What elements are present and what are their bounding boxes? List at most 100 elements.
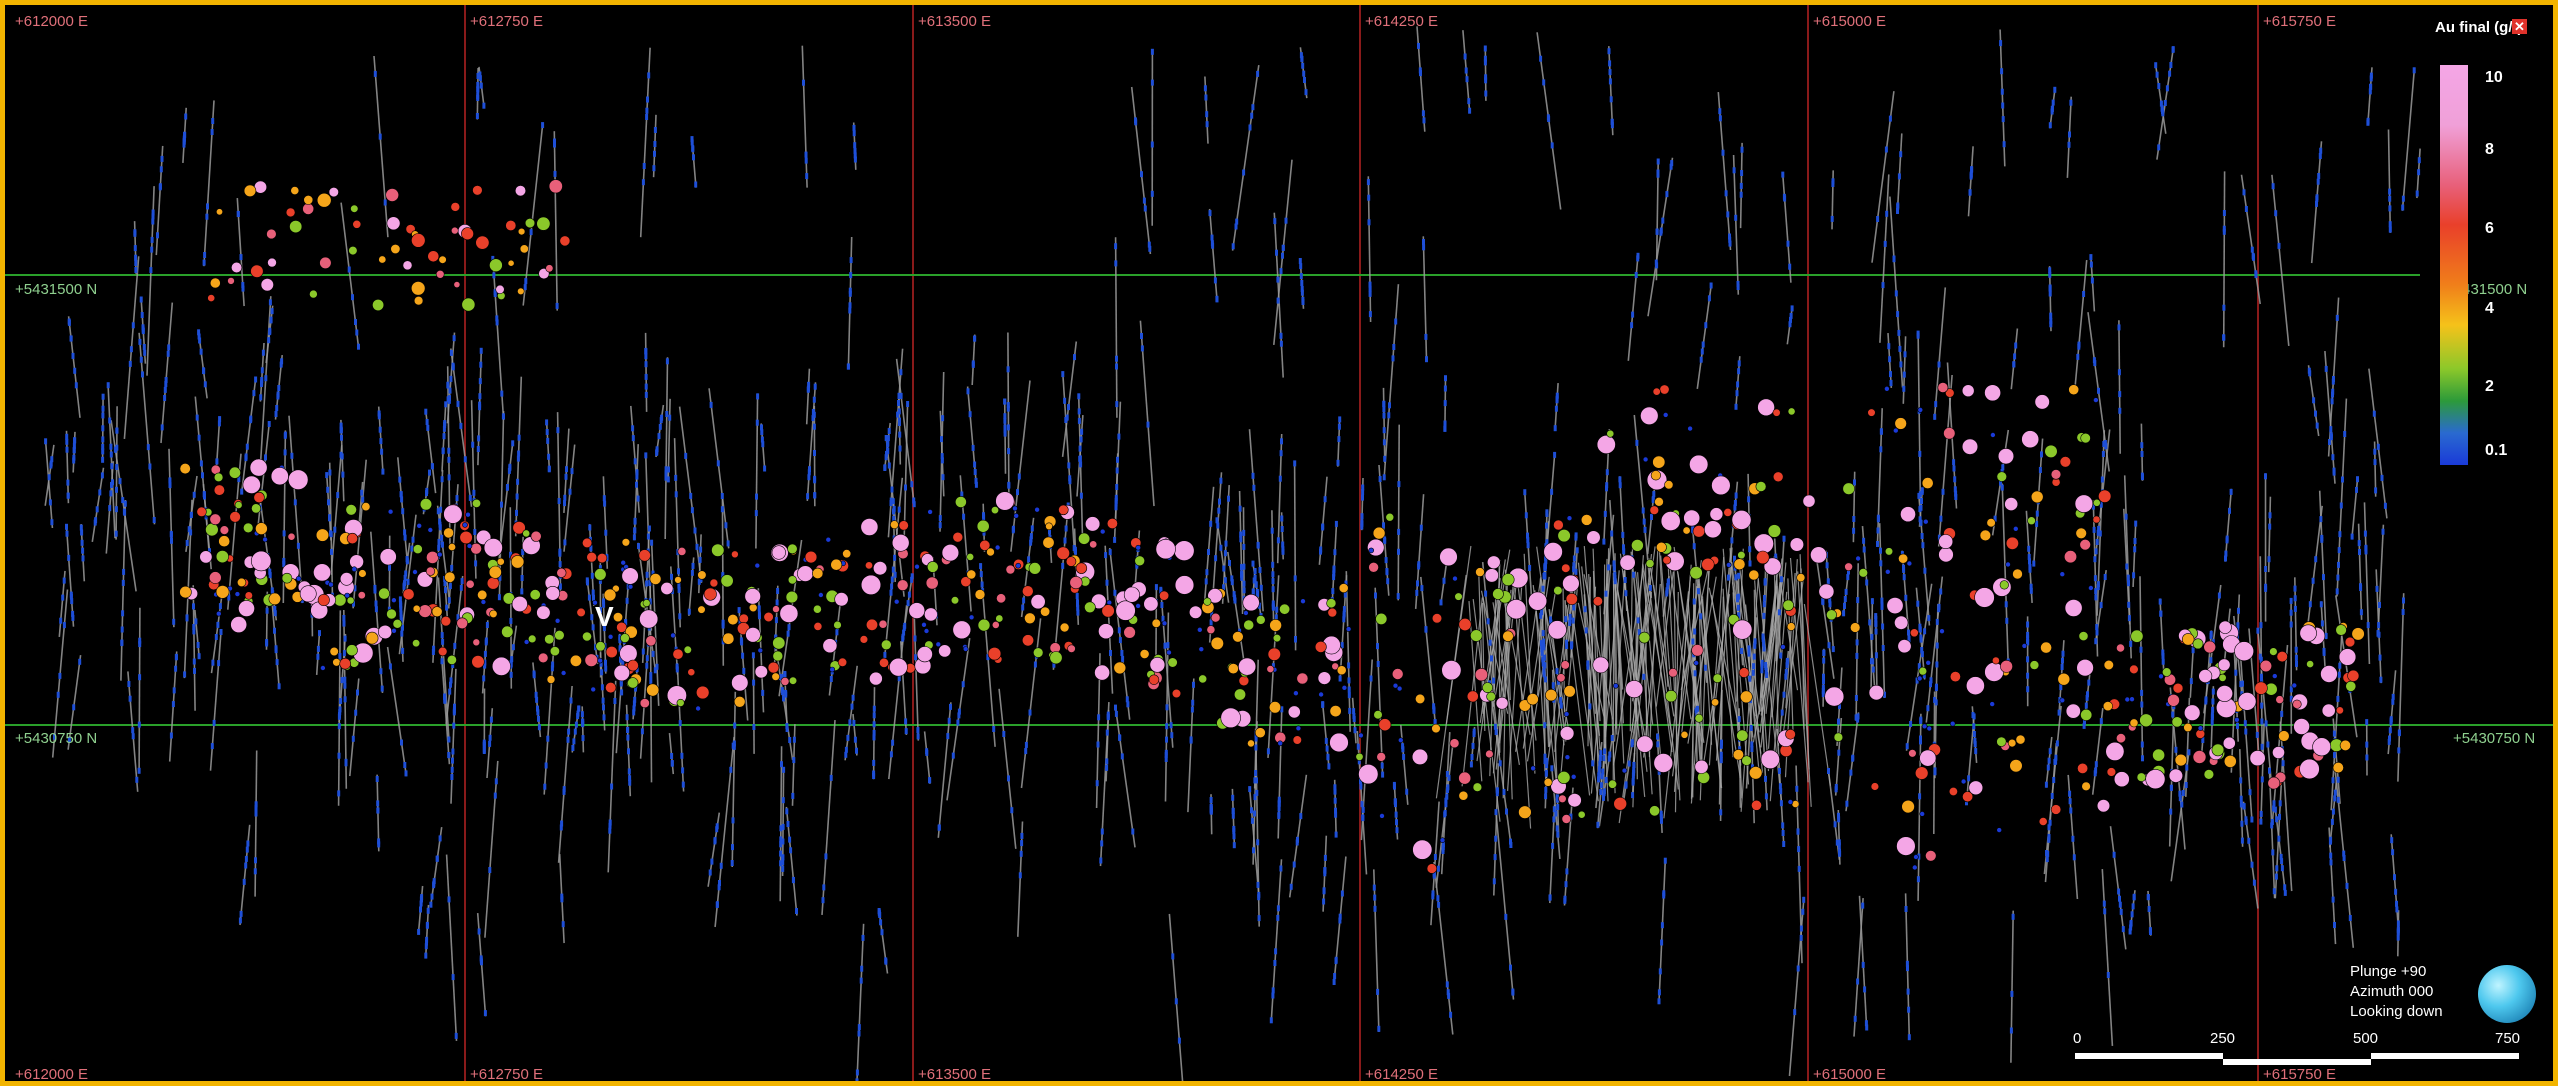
assay-tick [2293, 605, 2297, 612]
assay-tick [419, 900, 423, 907]
grade-sample-sphere [2184, 704, 2201, 721]
assay-tick [1210, 234, 1214, 241]
grade-sample-sphere [731, 674, 749, 692]
assay-tick [956, 719, 960, 726]
assay-tick [2140, 689, 2144, 696]
assay-tick [892, 515, 896, 522]
grade-sample-sphere [2068, 384, 2080, 396]
assay-tick [338, 653, 342, 660]
assay-tick [1483, 55, 1487, 62]
grade-sample-sphere [260, 278, 274, 292]
assay-tick [1666, 578, 1670, 585]
drill-trace [1653, 585, 1679, 790]
assay-tick [203, 381, 207, 388]
grade-sample-sphere [1683, 509, 1701, 527]
assay-tick [1608, 69, 1612, 76]
assay-tick [182, 141, 186, 148]
grade-sample-sphere [411, 281, 426, 296]
assay-tick [585, 577, 589, 584]
grade-sample-sphere [1431, 723, 1441, 734]
assay-tick [1076, 609, 1080, 616]
assay-tick [2163, 100, 2167, 106]
orientation-sphere-icon[interactable] [2478, 965, 2536, 1023]
grade-sample-sphere [255, 522, 268, 535]
assay-tick [619, 656, 622, 663]
assay-tick [217, 420, 221, 427]
grade-sample-sphere [1553, 585, 1563, 596]
grade-sample-sphere [1171, 688, 1182, 699]
drill-trace [1677, 564, 1692, 736]
assay-tick [1469, 761, 1473, 768]
assay-tick [377, 410, 381, 417]
assay-tick [2068, 798, 2072, 805]
assay-tick [1737, 716, 1741, 723]
assay-tick [2378, 602, 2381, 608]
assay-tick [2333, 795, 2337, 802]
assay-tick [1542, 662, 1546, 669]
grade-sample-sphere [1300, 598, 1306, 605]
assay-tick [277, 385, 281, 391]
assay-tick [1484, 590, 1488, 597]
assay-tick [1077, 417, 1081, 424]
grade-sample-sphere [1757, 398, 1775, 417]
drillhole-scene[interactable] [5, 5, 2553, 1081]
assay-tick [789, 847, 793, 854]
assay-tick [138, 641, 142, 648]
drill-trace [445, 854, 458, 1041]
grade-sample-sphere [238, 600, 255, 617]
assay-tick [2049, 321, 2053, 328]
grade-sample-sphere [361, 502, 371, 512]
grade-sample-sphere [1049, 651, 1063, 665]
assay-tick [1821, 687, 1825, 694]
grade-sample-sphere [745, 627, 761, 643]
assay-tick [420, 895, 423, 902]
grade-sample-sphere [2027, 516, 2036, 526]
assay-tick [240, 488, 244, 495]
grade-sample-sphere [1913, 854, 1919, 860]
assay-tick [275, 659, 279, 666]
assay-tick [1381, 771, 1385, 778]
assay-tick [1394, 811, 1398, 818]
assay-tick [71, 352, 75, 359]
grade-sample-sphere [288, 469, 309, 490]
assay-tick [1559, 702, 1563, 709]
grade-sample-sphere [1143, 596, 1159, 612]
assay-tick [2314, 556, 2318, 563]
assay-tick [761, 441, 765, 448]
grade-legend[interactable]: Au final (g/t) [2423, 17, 2548, 487]
grade-sample-sphere [1106, 517, 1118, 529]
close-icon[interactable]: ✕ [2512, 19, 2527, 34]
grade-sample-sphere [2223, 755, 2237, 768]
assay-tick [520, 588, 524, 595]
grade-sample-sphere [1570, 773, 1577, 780]
assay-tick [447, 597, 451, 604]
assay-tick [475, 113, 479, 119]
cursor-marker: V [595, 601, 614, 632]
assay-tick [1063, 397, 1067, 404]
assay-tick [1109, 650, 1112, 656]
drill-trace [1288, 774, 1308, 898]
assay-tick [1216, 522, 1220, 529]
drill-trace [1663, 591, 1690, 819]
assay-tick [2099, 501, 2103, 508]
grade-sample-sphere [1900, 506, 1916, 523]
assay-tick [210, 743, 214, 750]
assay-tick [478, 378, 482, 385]
assay-tick [635, 481, 638, 488]
grade-sample-sphere [1772, 408, 1781, 417]
assay-tick [2026, 635, 2030, 642]
assay-tick [1565, 639, 1568, 646]
grade-sample-sphere [960, 576, 972, 588]
drill-trace [1565, 604, 1591, 796]
assay-tick [2239, 777, 2243, 784]
grade-sample-sphere [1089, 540, 1098, 549]
assay-tick [708, 869, 712, 876]
grade-sample-sphere [1247, 739, 1255, 748]
assay-tick [1565, 868, 1569, 875]
grade-sample-sphere [1098, 623, 1114, 640]
grade-sample-sphere [916, 646, 933, 663]
drill-trace [325, 473, 332, 541]
grade-sample-sphere [213, 484, 225, 496]
assay-tick [2095, 624, 2099, 630]
